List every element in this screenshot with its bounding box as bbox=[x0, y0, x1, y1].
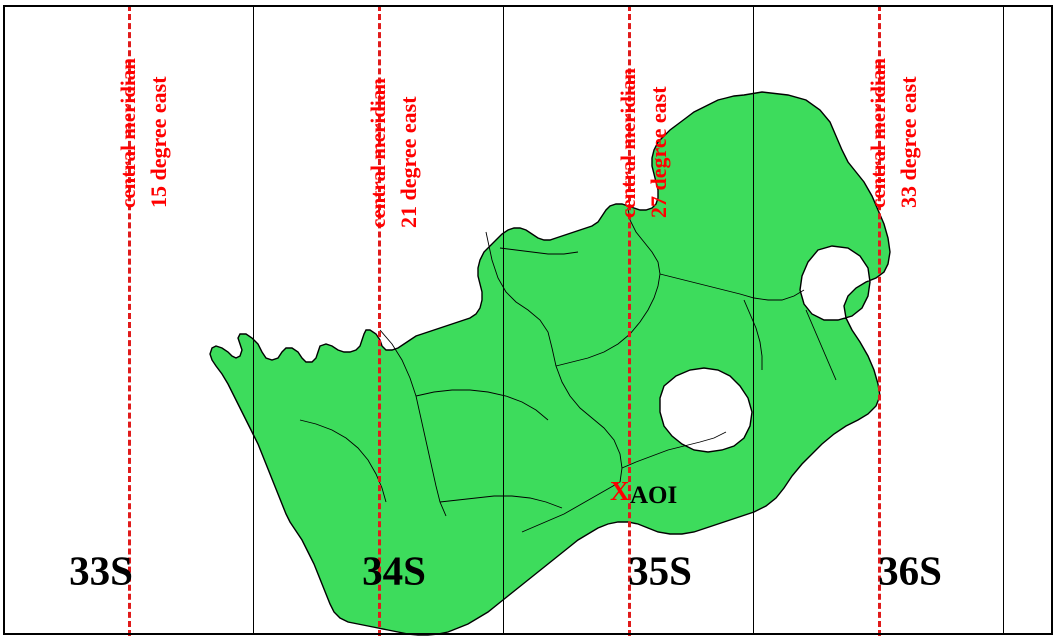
province-boundaries bbox=[299, 207, 837, 533]
central-meridian-label-21-line1: central meridian bbox=[366, 78, 390, 228]
aoi-label: AOI bbox=[630, 482, 678, 509]
central-meridian-line-15 bbox=[128, 5, 131, 636]
zone-boundary-line bbox=[753, 5, 754, 635]
zone-boundary-line bbox=[1003, 5, 1004, 635]
zone-label-36S: 36S bbox=[878, 547, 942, 594]
zone-label-33S: 33S bbox=[69, 547, 133, 594]
central-meridian-label-33-line2: 33 degree east bbox=[896, 76, 921, 208]
aoi-marker-icon: X bbox=[610, 476, 630, 506]
central-meridian-label-21-line2: 21 degree east bbox=[396, 96, 421, 228]
central-meridian-line-21 bbox=[378, 5, 381, 636]
zone-label-34S: 34S bbox=[362, 547, 426, 594]
central-meridian-label-33-line1: central meridian bbox=[866, 58, 890, 208]
zone-boundary-line bbox=[503, 5, 504, 635]
central-meridian-label-15-line1: central meridian bbox=[116, 58, 140, 208]
central-meridian-label-27-line1: central meridian bbox=[616, 68, 640, 218]
central-meridian-line-27 bbox=[628, 5, 631, 636]
south-africa-polygon bbox=[209, 91, 891, 636]
zone-boundary-line bbox=[3, 5, 4, 635]
central-meridian-label-15-line2: 15 degree east bbox=[146, 76, 171, 208]
zone-boundary-line bbox=[253, 5, 254, 635]
central-meridian-line-33 bbox=[878, 5, 881, 636]
zone-label-35S: 35S bbox=[628, 547, 692, 594]
central-meridian-label-27-line2: 27 degree east bbox=[646, 86, 671, 218]
